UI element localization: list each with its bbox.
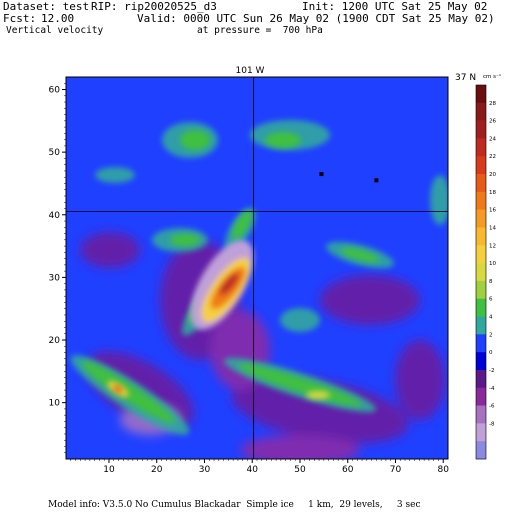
colorbar-label: 24 (489, 136, 496, 142)
colorbar-swatch (476, 156, 486, 175)
x-tick-label: 30 (199, 465, 211, 475)
colorbar-label: 10 (489, 261, 496, 267)
colorbar-label: 8 (489, 279, 493, 285)
fcst-label: Fcst: (3, 12, 37, 25)
colorbar-frame (475, 84, 487, 460)
colorbar-swatch (476, 316, 486, 335)
colorbar-swatch (476, 298, 486, 317)
y-tick-label: 50 (49, 148, 61, 158)
y-tick-label: 10 (49, 399, 61, 409)
colorbar-swatch (476, 405, 486, 424)
x-tick-label: 10 (103, 465, 115, 475)
y-tick-label: 20 (49, 336, 61, 346)
colorbar-swatch (476, 334, 486, 353)
colorbar-label: 12 (489, 243, 496, 249)
colorbar-label: 4 (489, 315, 493, 321)
colorbar-swatch (476, 352, 486, 371)
colorbar-label: 18 (489, 190, 496, 196)
colorbar-swatch (476, 227, 486, 246)
colorbar-units: cm s⁻¹ (483, 73, 501, 80)
x-tick-label: 60 (342, 465, 354, 475)
field-name: Vertical velocity (6, 25, 104, 36)
colorbar-swatch (476, 191, 486, 210)
colorbar-label: 28 (489, 101, 496, 107)
colorbar-swatch (476, 120, 486, 139)
colorbar-label: 26 (489, 119, 496, 125)
colorbar-label: 16 (489, 208, 496, 214)
x-tick-label: 20 (151, 465, 163, 475)
colorbar-label: 22 (489, 154, 496, 160)
colorbar-label: -2 (489, 368, 494, 374)
model-info-footer: Model info: V3.5.0 No Cumulus Blackadar … (48, 500, 421, 510)
y-tick-label: 60 (49, 86, 61, 96)
colorbar-swatch (476, 138, 486, 157)
dataset-label: Dataset: test (3, 0, 90, 13)
colorbar-swatch (476, 263, 486, 282)
marker-1 (319, 172, 324, 177)
x-tick-label: 50 (294, 465, 306, 475)
top-longitude-label: 101 W (236, 66, 265, 76)
colorbar-swatch (476, 174, 486, 193)
y-tick-label: 30 (49, 273, 61, 283)
marker-2 (374, 178, 379, 183)
init-label: Init: 1200 UTC Sat 25 May 02 (302, 0, 488, 13)
right-latitude-label: 37 N (455, 73, 476, 83)
overlay (66, 77, 448, 459)
axes: 10 20 30 40 50 60 70 80 10 20 30 40 50 60 (49, 83, 449, 475)
valid-label: Valid: 0000 UTC Sun 26 May 02 (1900 CDT … (137, 12, 495, 25)
colorbar-label: -4 (489, 386, 495, 392)
colorbar-swatch (476, 85, 486, 104)
x-tick-label: 40 (246, 465, 258, 475)
colorbar-swatch (476, 423, 486, 442)
rip-label: RIP: rip20020525_d3 (91, 0, 217, 13)
colorbar-swatch (476, 280, 486, 300)
colorbar-swatch (476, 369, 486, 389)
colorbar-swatch (476, 209, 486, 228)
colorbar-swatch (476, 387, 486, 406)
pressure-label: at pressure = 700 hPa (197, 25, 323, 36)
colorbar-label: 6 (489, 297, 493, 303)
contour-field (66, 77, 448, 459)
colorbar-swatch (476, 245, 486, 264)
colorbar-label: 0 (489, 350, 493, 356)
colorbar-label: 14 (489, 225, 496, 231)
colorbar-label: -8 (489, 421, 495, 427)
colorbar-swatch (476, 102, 486, 121)
colorbar-label: -6 (489, 404, 495, 410)
y-tick-label: 40 (49, 211, 61, 221)
colorbar-label: 20 (489, 172, 496, 178)
colorbar-label: 2 (489, 332, 493, 338)
fcst-value: 12.00 (41, 12, 75, 25)
colorbar-swatch (476, 441, 486, 460)
x-tick-label: 70 (390, 465, 402, 475)
x-tick-label: 80 (437, 465, 449, 475)
